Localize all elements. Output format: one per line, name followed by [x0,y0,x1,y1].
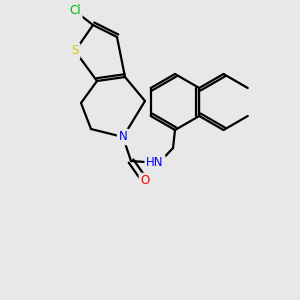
Text: O: O [140,175,150,188]
Text: S: S [71,44,79,58]
Text: N: N [118,130,127,143]
Text: Cl: Cl [69,4,81,17]
Text: HN: HN [146,157,164,169]
